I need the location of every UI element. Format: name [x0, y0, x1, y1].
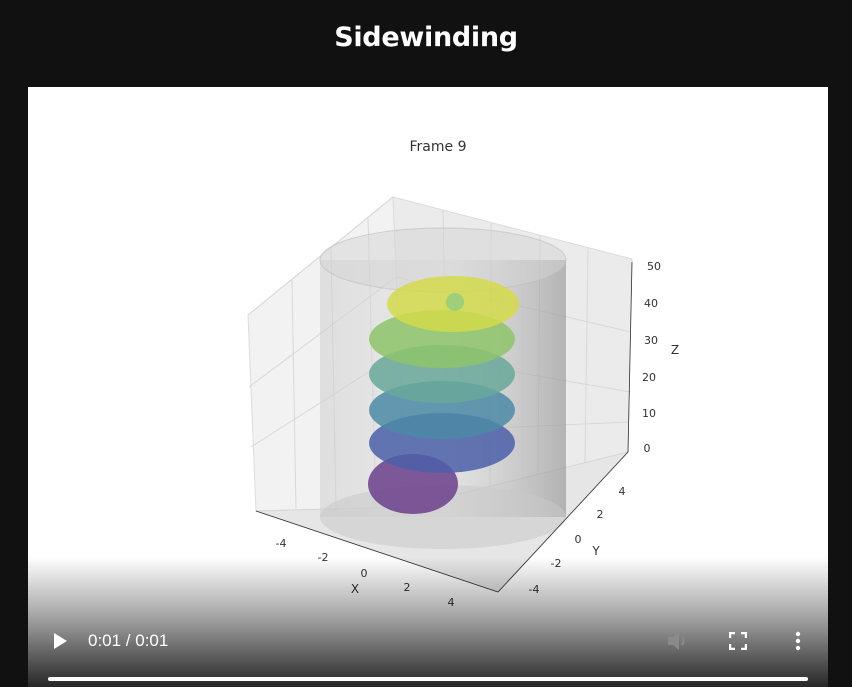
x-axis-label: X	[351, 582, 359, 596]
z-tick-label: 30	[644, 334, 658, 347]
y-tick-label: -4	[529, 583, 540, 596]
plot-title: Frame 9	[410, 139, 467, 155]
volume-muted-icon	[668, 632, 685, 650]
time-display: 0:01 / 0:01	[88, 631, 169, 650]
y-tick-label: -2	[551, 557, 562, 570]
x-tick-label: -4	[276, 537, 287, 550]
x-tick-label: 0	[361, 567, 368, 580]
z-tick-label: 20	[642, 371, 656, 384]
fullscreen-icon	[729, 632, 747, 650]
x-tick-label: -2	[318, 551, 329, 564]
video-player[interactable]: -4 -2 0 2 4 X 4 2 0 -2 -4 Y 50 40 30 20 …	[28, 87, 828, 687]
more-vertical-icon	[795, 631, 801, 651]
y-tick-label: 0	[575, 533, 582, 546]
more-options-button[interactable]	[784, 627, 812, 655]
z-tick-label: 40	[644, 297, 658, 310]
z-axis: 50 40 30 20 10 0 Z	[627, 260, 679, 455]
y-tick-label: 2	[597, 508, 604, 521]
z-tick-label: 0	[644, 442, 651, 455]
fullscreen-button[interactable]	[724, 627, 752, 655]
z-tick-label: 50	[647, 260, 661, 273]
y-axis-label: Y	[591, 544, 600, 558]
video-controls: 0:01 / 0:01	[28, 607, 828, 687]
z-axis-label: Z	[671, 343, 679, 357]
z-tick-label: 10	[642, 407, 656, 420]
plot-3d: -4 -2 0 2 4 X 4 2 0 -2 -4 Y 50 40 30 20 …	[247, 139, 679, 609]
play-icon	[54, 633, 67, 649]
volume-button[interactable]	[664, 627, 692, 655]
helix-core	[446, 293, 464, 311]
x-tick-label: 2	[404, 581, 411, 594]
play-button[interactable]	[46, 627, 74, 655]
y-tick-label: 4	[619, 485, 626, 498]
page-title: Sidewinding	[334, 22, 518, 53]
helix-surface	[368, 276, 519, 514]
progress-bar[interactable]	[48, 677, 808, 681]
